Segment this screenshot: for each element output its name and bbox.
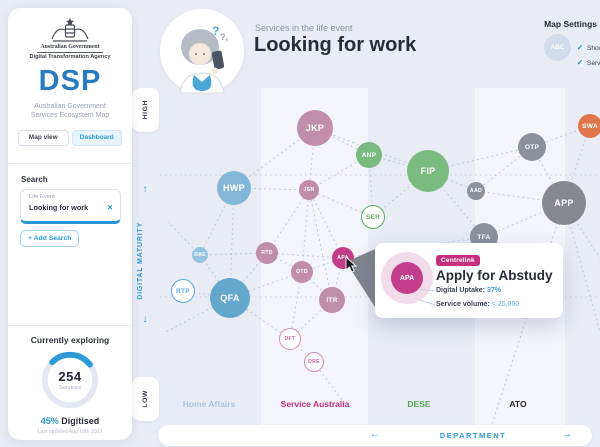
australian-coat-of-arms-icon <box>51 18 89 42</box>
node-app[interactable]: APP <box>542 181 586 225</box>
stats-heading: Currently exploring <box>30 335 110 345</box>
y-axis-high-tab: HIGH <box>132 88 159 132</box>
tooltip-stat-row: Digital Uptake: 37% <box>436 287 501 294</box>
department-label-home-affairs[interactable]: Home Affairs <box>182 399 236 409</box>
node-otd[interactable]: OTD <box>291 261 313 283</box>
service-tooltip: APA Centrelink Apply for Abstudy Digital… <box>375 243 563 318</box>
node-jkp[interactable]: JKP <box>297 110 333 146</box>
stat-label: Digital Uptake: <box>436 287 486 294</box>
agency-badge: Centrelink <box>436 255 480 266</box>
sidebar-divider <box>8 163 132 164</box>
checkbox-checked-icon[interactable]: ✓ <box>576 43 584 52</box>
tooltip-connector-lines <box>413 288 436 306</box>
stat-label: Service volume: <box>436 301 490 308</box>
svg-text:?,: ?, <box>220 32 228 42</box>
node-apa[interactable]: APA <box>332 247 354 269</box>
tooltip-node-halo: APA <box>381 252 433 304</box>
node-aad[interactable]: AAD <box>467 182 485 200</box>
sidebar: Australian Government Digital Transforma… <box>8 8 132 440</box>
tooltip-title: Apply for Abstudy <box>436 268 553 283</box>
digitised-summary: 45% Digitised <box>8 416 132 426</box>
node-rtp[interactable]: RTP <box>171 279 195 303</box>
map-settings-heading: Map Settings <box>544 19 597 29</box>
services-count: 254 <box>58 369 82 384</box>
person-with-phone-icon: ? ?, <box>160 9 244 94</box>
y-axis-title-label: DIGITAL MATURITY <box>136 222 144 300</box>
node-dre[interactable]: DRE <box>304 352 324 372</box>
digitised-percent: 45% <box>40 416 59 426</box>
digitised-label: Digitised <box>61 416 100 426</box>
down-arrow-icon: ↓ <box>142 314 148 325</box>
tooltip-node-circle: APA <box>391 262 423 294</box>
legend-bubble-abc[interactable]: ABC <box>544 34 571 61</box>
crest-divider <box>37 51 103 53</box>
tooltip-stat-row: Service volume: < 25,000 <box>436 301 519 308</box>
persona-illustration: ? ?, <box>160 9 244 94</box>
department-label-service-australia[interactable]: Service Australia <box>280 399 350 409</box>
page-title: Looking for work <box>254 34 417 56</box>
app-subtitle: Australian Government Services Ecosystem… <box>8 102 132 121</box>
y-axis-high-label: HIGH <box>142 100 149 120</box>
node-fip[interactable]: FIP <box>407 150 449 192</box>
node-hwp[interactable]: HWP <box>217 171 251 205</box>
donut-center-text: 254 Services <box>39 349 101 411</box>
node-anp[interactable]: ANP <box>356 142 382 168</box>
node-itr[interactable]: ITR <box>319 287 345 313</box>
stat-value: < 25,000 <box>491 301 520 308</box>
node-qfa[interactable]: QFA <box>210 278 250 318</box>
app-subtitle-line1: Australian Government <box>34 103 106 110</box>
filter-type-label: Life Event <box>29 194 55 200</box>
up-arrow-icon: ↑ <box>142 184 148 195</box>
scroll-left-icon[interactable]: ← <box>370 429 380 440</box>
digitised-donut-chart <box>41 351 99 409</box>
view-switcher: Map view Dashboard <box>8 129 132 146</box>
crest-caption-bottom: Digital Transformation Agency <box>29 54 111 60</box>
map-settings-option-2[interactable]: ✓ Serv <box>576 59 600 67</box>
node-ser[interactable]: SER <box>361 205 385 229</box>
crest-caption-top: Australian Government <box>40 44 100 50</box>
y-axis-low-label: LOW <box>142 390 149 408</box>
node-rae[interactable]: RAE <box>192 247 208 263</box>
filter-value: Looking for work <box>29 203 89 212</box>
node-dft[interactable]: DFT <box>279 328 301 350</box>
close-icon[interactable]: ✕ <box>106 203 113 212</box>
department-label-dese[interactable]: DESE <box>407 399 431 409</box>
app-subtitle-line2: Services Ecosystem Map <box>30 112 110 120</box>
map-settings-option-1[interactable]: ✓ Show <box>576 44 600 52</box>
scroll-right-icon[interactable]: → <box>562 429 572 440</box>
services-count-unit: Services <box>58 385 82 391</box>
map-settings-option-label: Serv <box>587 59 600 67</box>
sidebar-divider <box>8 325 132 326</box>
last-updated: Last updated Aug 10th 2021 <box>37 429 103 435</box>
node-swa[interactable]: SWA <box>578 114 600 138</box>
y-axis-title: DIGITAL MATURITY <box>131 208 149 314</box>
y-axis-low-tab: LOW <box>132 377 159 421</box>
life-event-eyebrow: Services in the life event <box>255 23 353 33</box>
stat-value: 37% <box>486 287 501 294</box>
department-label-ato[interactable]: ATO <box>509 399 527 409</box>
node-jsr[interactable]: JSR <box>299 180 319 200</box>
node-rtd[interactable]: RTD <box>256 242 278 264</box>
tab-map-view[interactable]: Map view <box>18 129 69 146</box>
x-axis-label: DEPARTMENT <box>439 431 507 440</box>
checkbox-checked-icon[interactable]: ✓ <box>576 58 584 67</box>
tab-dashboard[interactable]: Dashboard <box>71 129 122 146</box>
search-heading: Search <box>21 175 48 184</box>
dsp-logo: DSP <box>38 65 102 97</box>
department-scrollbar[interactable]: ← DEPARTMENT → <box>158 425 592 446</box>
svg-text:?: ? <box>212 24 219 38</box>
add-search-button[interactable]: + Add Search <box>20 230 80 247</box>
map-settings-option-label: Show <box>587 44 600 52</box>
node-otp[interactable]: OTP <box>518 133 546 161</box>
search-filter-chip[interactable]: Life Event Looking for work ✕ <box>20 189 121 224</box>
